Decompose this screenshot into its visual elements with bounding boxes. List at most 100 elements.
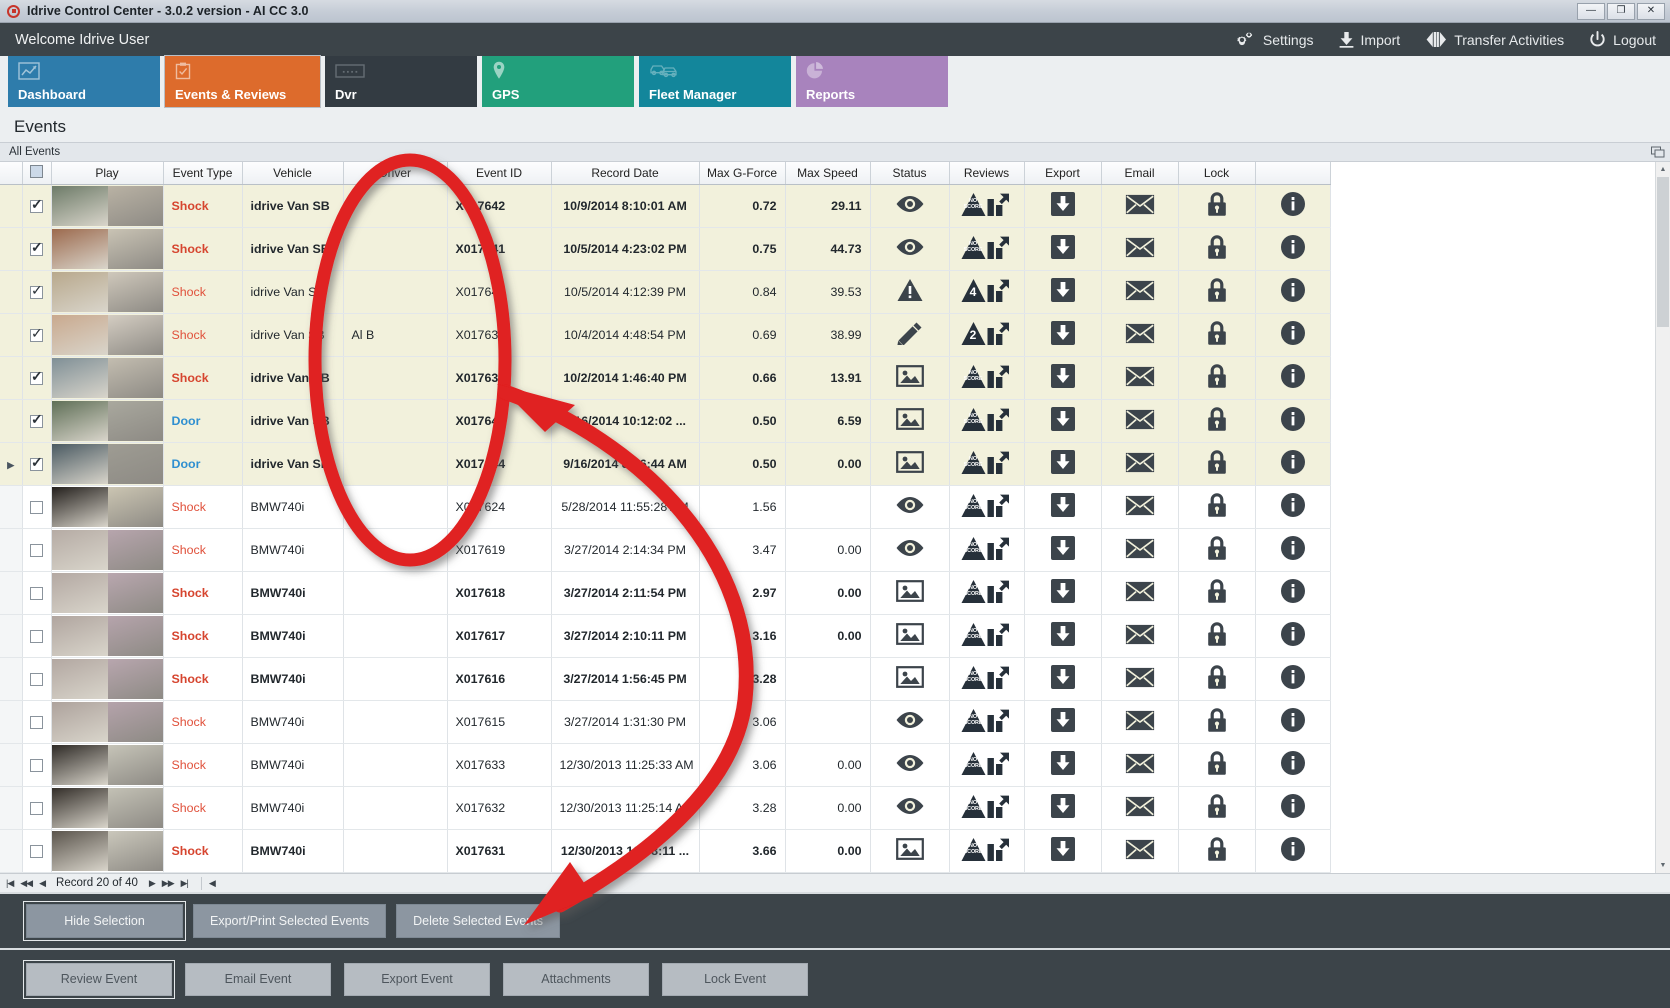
scroll-track[interactable] bbox=[1656, 177, 1670, 858]
lock-icon[interactable] bbox=[1206, 794, 1228, 822]
envelope-icon[interactable] bbox=[1125, 237, 1155, 261]
email-cell[interactable] bbox=[1101, 528, 1179, 572]
column-header-max-speed[interactable]: Max Speed bbox=[785, 162, 871, 185]
lock-icon[interactable] bbox=[1206, 450, 1228, 478]
export-cell[interactable] bbox=[1024, 786, 1102, 830]
play-thumbnails-cell[interactable] bbox=[51, 485, 164, 529]
lock-cell[interactable] bbox=[1178, 571, 1256, 615]
column-header-driver[interactable]: Driver bbox=[343, 162, 448, 185]
prev-record-button[interactable]: ◀ bbox=[39, 877, 46, 888]
table-row[interactable]: Shock BMW740i X017619 3/27/2014 2:14:34 PM 3… bbox=[0, 528, 1331, 572]
status-cell[interactable] bbox=[870, 657, 950, 701]
status-cell[interactable] bbox=[870, 786, 950, 830]
lock-cell[interactable] bbox=[1178, 829, 1256, 873]
envelope-icon[interactable] bbox=[1125, 581, 1155, 605]
envelope-icon[interactable] bbox=[1125, 409, 1155, 433]
row-select-cell[interactable] bbox=[22, 356, 52, 400]
email-cell[interactable] bbox=[1101, 399, 1179, 443]
settings-button[interactable]: Settings bbox=[1234, 31, 1314, 49]
status-cell[interactable] bbox=[870, 313, 950, 357]
info-cell[interactable] bbox=[1255, 356, 1331, 400]
reviews-cell[interactable]: NO SCORE bbox=[949, 657, 1025, 701]
status-cell[interactable] bbox=[870, 528, 950, 572]
info-cell[interactable] bbox=[1255, 399, 1331, 443]
row-checkbox[interactable] bbox=[30, 758, 43, 772]
download-box-icon[interactable] bbox=[1050, 536, 1076, 564]
status-cell[interactable] bbox=[870, 227, 950, 271]
image-icon[interactable] bbox=[895, 623, 924, 648]
lock-icon[interactable] bbox=[1206, 278, 1228, 306]
play-thumbnails-cell[interactable] bbox=[51, 743, 164, 787]
events-grid-scroll[interactable]: Play Event Type Vehicle Driver Event ID … bbox=[0, 162, 1655, 873]
download-box-icon[interactable] bbox=[1050, 794, 1076, 822]
lock-cell[interactable] bbox=[1178, 270, 1256, 314]
email-cell[interactable] bbox=[1101, 786, 1179, 830]
lock-event-button[interactable]: Lock Event bbox=[662, 962, 808, 996]
lock-cell[interactable] bbox=[1178, 657, 1256, 701]
status-cell[interactable] bbox=[870, 399, 950, 443]
play-thumbnails-cell[interactable] bbox=[51, 528, 164, 572]
column-header-play[interactable]: Play bbox=[51, 162, 164, 185]
export-print-selected-button[interactable]: Export/Print Selected Events bbox=[193, 904, 387, 938]
info-icon[interactable] bbox=[1280, 794, 1306, 822]
image-icon[interactable] bbox=[895, 838, 924, 863]
lock-cell[interactable] bbox=[1178, 313, 1256, 357]
event-thumbnails[interactable] bbox=[51, 400, 162, 441]
scroll-thumb[interactable] bbox=[1657, 177, 1669, 327]
row-checkbox[interactable] bbox=[30, 672, 43, 686]
info-icon[interactable] bbox=[1280, 235, 1306, 263]
info-cell[interactable] bbox=[1255, 485, 1331, 529]
info-cell[interactable] bbox=[1255, 657, 1331, 701]
envelope-icon[interactable] bbox=[1125, 839, 1155, 863]
email-cell[interactable] bbox=[1101, 227, 1179, 271]
reviews-cell[interactable]: NO SCORE bbox=[949, 227, 1025, 271]
lock-cell[interactable] bbox=[1178, 227, 1256, 271]
scroll-down-button[interactable]: ▼ bbox=[1656, 858, 1670, 873]
info-icon[interactable] bbox=[1280, 450, 1306, 478]
column-header-email[interactable]: Email bbox=[1101, 162, 1179, 185]
export-cell[interactable] bbox=[1024, 356, 1102, 400]
export-cell[interactable] bbox=[1024, 614, 1102, 658]
last-record-button[interactable]: ▶| bbox=[180, 877, 189, 888]
row-checkbox[interactable] bbox=[30, 369, 43, 385]
envelope-icon[interactable] bbox=[1125, 366, 1155, 390]
event-thumbnails[interactable] bbox=[51, 357, 162, 398]
row-checkbox[interactable] bbox=[30, 197, 43, 213]
review-score-icon[interactable]: NO SCORE bbox=[961, 191, 1013, 217]
lock-icon[interactable] bbox=[1206, 837, 1228, 865]
download-box-icon[interactable] bbox=[1050, 579, 1076, 607]
status-cell[interactable] bbox=[870, 270, 950, 314]
event-thumbnails[interactable] bbox=[51, 658, 162, 699]
row-checkbox[interactable] bbox=[30, 586, 43, 600]
download-box-icon[interactable] bbox=[1050, 278, 1076, 306]
row-checkbox[interactable] bbox=[30, 326, 43, 342]
email-cell[interactable] bbox=[1101, 829, 1179, 873]
export-cell[interactable] bbox=[1024, 743, 1102, 787]
status-cell[interactable] bbox=[870, 700, 950, 744]
review-score-icon[interactable]: NO SCORE bbox=[961, 750, 1013, 776]
email-cell[interactable] bbox=[1101, 485, 1179, 529]
table-row[interactable]: Shock BMW740i X017615 3/27/2014 1:31:30 PM 3… bbox=[0, 700, 1331, 744]
nav-tile-fleet-manager[interactable]: Fleet Manager bbox=[639, 56, 791, 107]
lock-cell[interactable] bbox=[1178, 743, 1256, 787]
review-score-icon[interactable]: NO SCORE bbox=[961, 492, 1013, 518]
download-box-icon[interactable] bbox=[1050, 364, 1076, 392]
transfer-activities-button[interactable]: Transfer Activities bbox=[1425, 31, 1564, 48]
status-cell[interactable] bbox=[870, 485, 950, 529]
play-thumbnails-cell[interactable] bbox=[51, 270, 164, 314]
row-checkbox[interactable] bbox=[30, 543, 43, 557]
info-cell[interactable] bbox=[1255, 528, 1331, 572]
nav-tile-dashboard[interactable]: Dashboard bbox=[8, 56, 160, 107]
image-icon[interactable] bbox=[895, 451, 924, 476]
export-cell[interactable] bbox=[1024, 528, 1102, 572]
review-score-icon[interactable]: NO SCORE bbox=[961, 535, 1013, 561]
status-cell[interactable] bbox=[870, 442, 950, 486]
review-score-icon[interactable]: 2 bbox=[961, 320, 1013, 346]
status-cell[interactable] bbox=[870, 829, 950, 873]
play-thumbnails-cell[interactable] bbox=[51, 657, 164, 701]
row-select-cell[interactable] bbox=[22, 528, 52, 572]
grid-vertical-scrollbar[interactable]: ▲ ▼ bbox=[1655, 162, 1670, 873]
